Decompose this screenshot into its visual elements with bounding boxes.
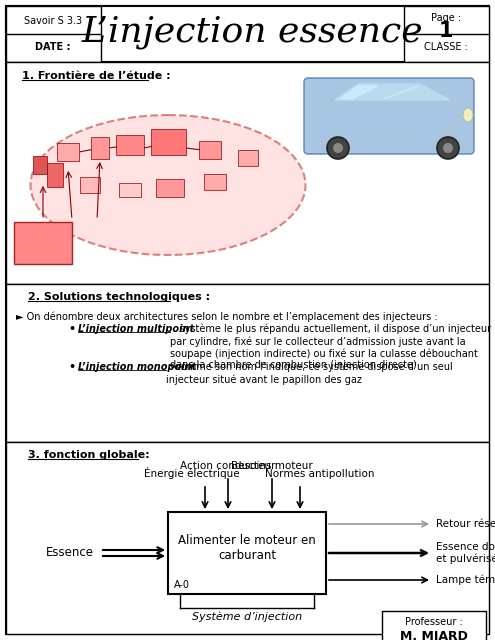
- Bar: [116, 135, 144, 155]
- Polygon shape: [335, 84, 450, 100]
- Bar: [156, 179, 184, 197]
- Text: Lampe témoin: Lampe témoin: [436, 575, 495, 585]
- Bar: [57, 143, 79, 161]
- Text: Action conducteur: Action conducteur: [180, 461, 276, 471]
- Text: : système le plus répandu actuellement, il dispose d’un injecteur par cylindre, : : système le plus répandu actuellement, …: [170, 324, 491, 371]
- Circle shape: [333, 143, 343, 153]
- Text: L’injection multipoint: L’injection multipoint: [78, 324, 194, 334]
- Bar: [14, 222, 72, 264]
- Bar: [238, 150, 258, 166]
- Ellipse shape: [463, 108, 473, 122]
- Text: L’injection essence: L’injection essence: [81, 15, 423, 49]
- Bar: [168, 512, 326, 594]
- Bar: [33, 156, 47, 174]
- Text: L’injection monopoint: L’injection monopoint: [78, 362, 196, 372]
- Circle shape: [437, 137, 459, 159]
- Text: •: •: [68, 362, 75, 372]
- Text: Alimenter le moteur en
carburant: Alimenter le moteur en carburant: [178, 534, 316, 562]
- Text: DATE :: DATE :: [35, 42, 71, 52]
- Bar: [91, 137, 109, 159]
- Text: Normes antipollution: Normes antipollution: [265, 469, 375, 479]
- Text: 3. fonction globale:: 3. fonction globale:: [28, 450, 149, 460]
- Text: CLASSE :: CLASSE :: [424, 42, 468, 52]
- Text: 1. Frontière de l’étude :: 1. Frontière de l’étude :: [22, 71, 171, 81]
- Text: Professeur :: Professeur :: [405, 617, 463, 627]
- Text: 2. Solutions technologiques :: 2. Solutions technologiques :: [28, 292, 210, 302]
- Text: M. MIARD: M. MIARD: [400, 630, 468, 640]
- Bar: [6, 284, 489, 442]
- Bar: [150, 129, 186, 155]
- Bar: [6, 6, 101, 62]
- Text: Page :: Page :: [431, 13, 461, 23]
- Circle shape: [443, 143, 453, 153]
- Text: Essence: Essence: [46, 547, 94, 559]
- Polygon shape: [384, 86, 418, 99]
- Text: A-0: A-0: [174, 580, 190, 590]
- Text: Besoins moteur: Besoins moteur: [231, 461, 313, 471]
- Bar: [382, 611, 486, 640]
- Bar: [204, 174, 226, 190]
- Bar: [404, 6, 489, 62]
- Bar: [6, 62, 489, 284]
- Bar: [199, 141, 221, 159]
- Bar: [119, 183, 141, 197]
- Bar: [80, 177, 100, 193]
- Bar: [6, 442, 489, 634]
- Text: Savoir S 3.3: Savoir S 3.3: [24, 16, 82, 26]
- FancyBboxPatch shape: [304, 78, 474, 154]
- Text: ► On dénombre deux architectures selon le nombre et l’emplacement des injecteurs: ► On dénombre deux architectures selon l…: [16, 311, 438, 321]
- Polygon shape: [340, 86, 378, 99]
- Text: Énergie électrique: Énergie électrique: [144, 467, 240, 479]
- Text: •: •: [68, 324, 75, 334]
- Bar: [47, 163, 63, 187]
- Ellipse shape: [31, 115, 305, 255]
- Text: 1: 1: [439, 21, 453, 41]
- Text: : comme son nom l’indique, ce système dispose d’un seul injecteur situé avant le: : comme son nom l’indique, ce système di…: [166, 362, 453, 385]
- Bar: [6, 6, 489, 62]
- Circle shape: [327, 137, 349, 159]
- Text: Essence dosée
et pulvérisée: Essence dosée et pulvérisée: [436, 542, 495, 564]
- Text: Retour réservoir: Retour réservoir: [436, 519, 495, 529]
- Text: Système d’injection: Système d’injection: [192, 612, 302, 623]
